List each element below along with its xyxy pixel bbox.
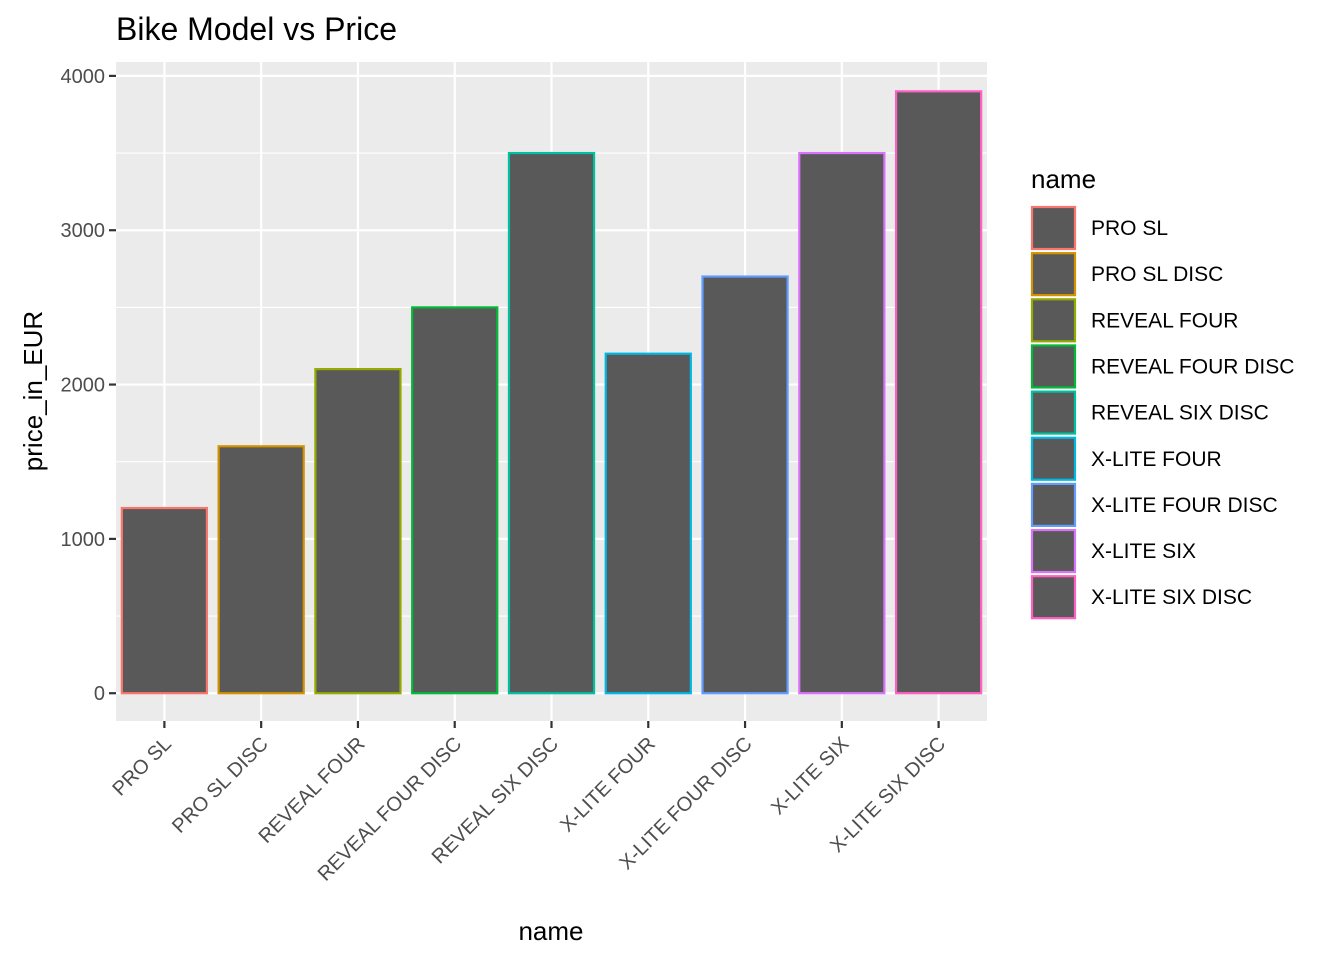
y-tick-label: 2000 <box>61 375 106 397</box>
x-tick-label: X-LITE FOUR <box>556 733 660 837</box>
legend-items: PRO SL PRO SL DISC REVEAL FOUR REVEAL FOUR … <box>1030 205 1294 620</box>
legend-key <box>1030 344 1077 389</box>
legend-label: X-LITE SIX DISC <box>1091 586 1252 609</box>
bar <box>217 445 305 695</box>
legend-label: PRO SL <box>1091 217 1168 240</box>
y-axis: 0 1000 2000 3000 4000 <box>61 66 116 705</box>
legend-key <box>1030 252 1077 297</box>
legend-label: PRO SL DISC <box>1091 263 1223 286</box>
bar <box>120 506 209 695</box>
legend-key <box>1030 390 1077 435</box>
bar <box>507 151 596 695</box>
y-tick-label: 1000 <box>61 529 106 551</box>
y-axis-label: price_in_EUR <box>18 311 48 471</box>
legend-label: REVEAL SIX DISC <box>1091 402 1269 425</box>
x-tick-label: PRO SL DISC <box>168 733 273 838</box>
legend-key <box>1030 482 1077 527</box>
bar <box>314 368 402 695</box>
legend-label: REVEAL FOUR <box>1091 309 1238 332</box>
bar <box>798 151 886 695</box>
legend-label: X-LITE FOUR <box>1091 448 1222 471</box>
legend-key <box>1030 205 1077 251</box>
chart-title: Bike Model vs Price <box>116 11 397 47</box>
legend-key <box>1030 436 1077 481</box>
y-tick-label: 0 <box>94 683 105 705</box>
legend-key <box>1030 298 1077 343</box>
bars <box>120 90 983 695</box>
legend-label: REVEAL FOUR DISC <box>1091 355 1294 378</box>
legend-title: name <box>1031 164 1096 194</box>
legend-key <box>1030 528 1077 574</box>
bar <box>701 275 789 695</box>
bar <box>604 352 692 695</box>
legend-label: X-LITE FOUR DISC <box>1091 494 1278 517</box>
bar <box>411 306 499 695</box>
legend: name PRO SL PRO SL DISC REVEAL FOUR REVEAL … <box>1030 164 1294 620</box>
legend-key <box>1030 575 1077 620</box>
y-tick-label: 4000 <box>61 66 106 88</box>
legend-label: X-LITE SIX <box>1091 540 1196 563</box>
x-tick-label: PRO SL <box>108 733 175 800</box>
bar <box>894 90 983 695</box>
y-tick-label: 3000 <box>61 220 106 242</box>
x-axis-label: name <box>518 916 583 946</box>
x-tick-label: X-LITE SIX <box>767 733 853 819</box>
